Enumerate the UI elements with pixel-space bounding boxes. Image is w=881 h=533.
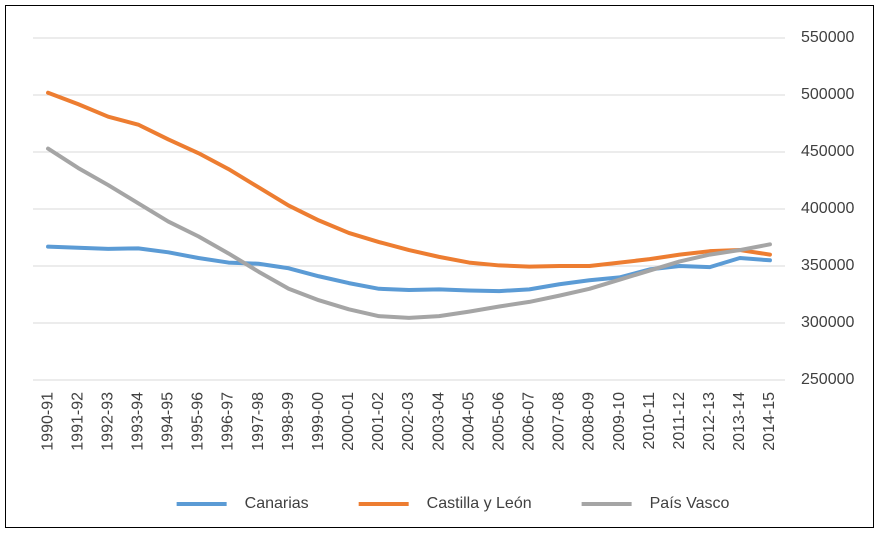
x-tick-label: 2006-07 [521,392,538,451]
data-line [46,90,772,269]
y-tick-label: 550000 [801,29,854,46]
x-tick-label: 2004-05 [460,392,477,451]
x-tick-label: 2003-04 [430,392,447,451]
legend-label: País Vasco [650,495,730,512]
y-tick-label: 250000 [801,371,854,388]
x-tick-label: 2002-03 [400,392,417,451]
y-tick-label: 450000 [801,143,854,160]
x-tick-label: 1995-96 [190,392,207,451]
y-tick-label: 400000 [801,200,854,217]
y-tick-label: 300000 [801,314,854,331]
legend-item: País Vasco [581,495,730,512]
x-tick-label: 1994-95 [160,392,177,451]
x-tick-label: 1996-97 [220,392,237,451]
x-tick-label: 2013-14 [731,392,748,451]
x-tick-label: 1992-93 [99,392,116,451]
x-tick-label: 2005-06 [490,392,507,451]
data-line [46,146,772,320]
x-tick-label: 2011-12 [671,392,688,450]
x-tick-label: 1998-99 [280,392,297,451]
x-tick-label: 2008-09 [581,392,598,451]
x-tick-label: 1991-92 [69,392,86,451]
legend-item: Castilla y León [358,495,532,512]
x-tick-label: 2000-01 [340,392,357,451]
x-tick-label: 2010-11 [641,392,658,450]
legend-item: Canarias [176,495,309,512]
x-tick-label: 2009-10 [611,392,628,451]
legend-label: Castilla y León [427,495,532,512]
x-tick-label: 2014-15 [761,392,778,451]
x-tick-label: 2007-08 [551,392,568,451]
y-tick-label: 350000 [801,257,854,274]
x-tick-label: 2012-13 [701,392,718,451]
legend-label: Canarias [245,495,309,512]
x-tick-label: 2001-02 [370,392,387,451]
x-tick-label: 1997-98 [250,392,267,451]
x-tick-label: 1999-00 [310,392,327,451]
y-tick-label: 500000 [801,86,854,103]
x-tick-label: 1990-91 [39,392,56,451]
x-tick-label: 1993-94 [129,392,146,451]
